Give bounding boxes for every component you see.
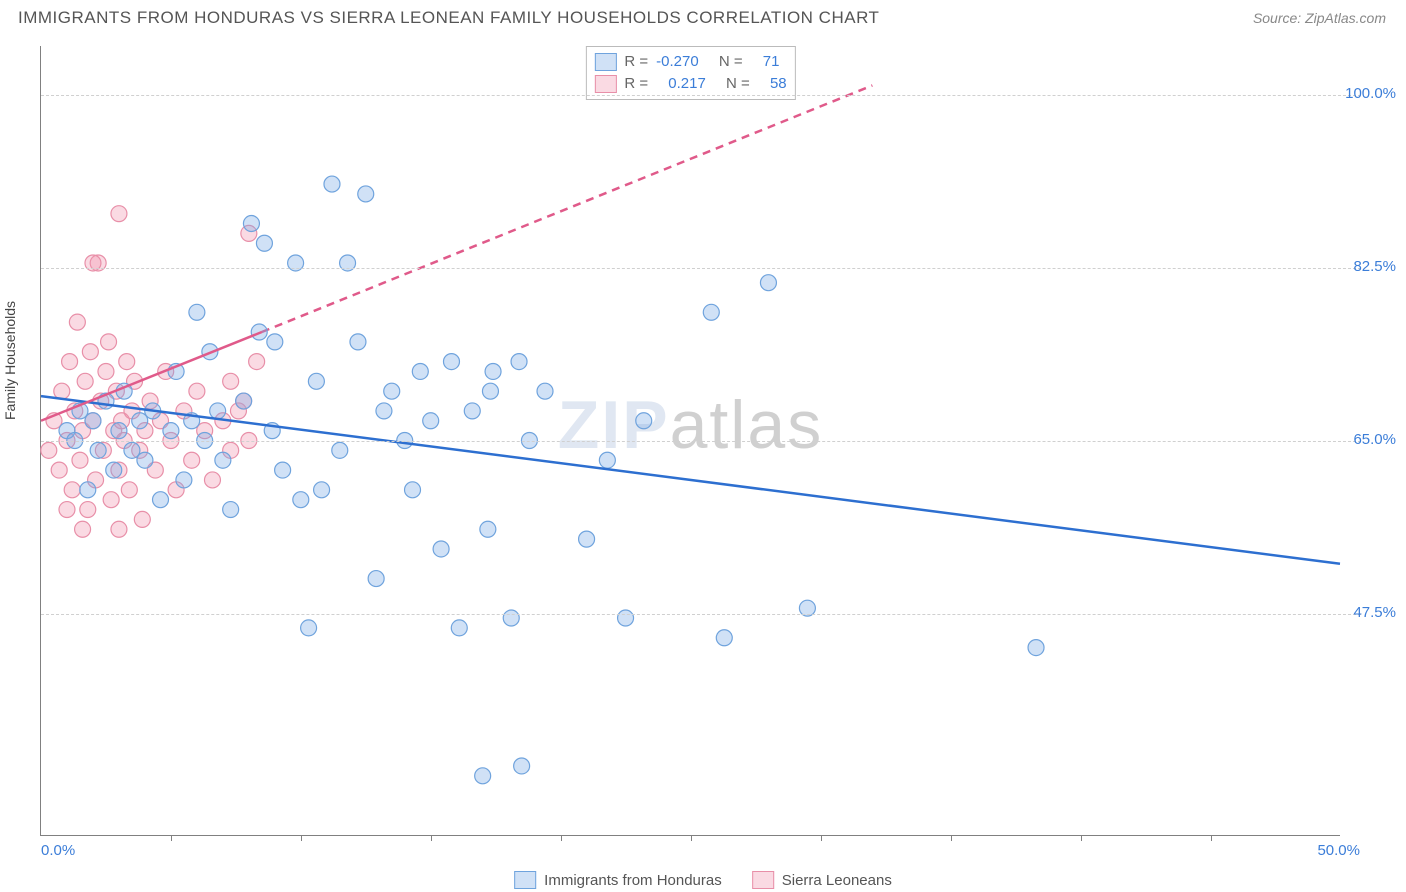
x-axis-max-label: 50.0%	[1317, 842, 1360, 859]
y-tick-label: 65.0%	[1353, 431, 1396, 448]
series-legend: Immigrants from Honduras Sierra Leoneans	[514, 871, 892, 889]
n-label: N =	[719, 51, 743, 73]
source-label: Source: ZipAtlas.com	[1253, 10, 1386, 26]
swatch-pink-icon	[752, 871, 774, 889]
y-tick-label: 47.5%	[1353, 604, 1396, 621]
y-tick-label: 82.5%	[1353, 258, 1396, 275]
r-label: R =	[624, 51, 648, 73]
n-value-blue: 71	[763, 51, 780, 73]
swatch-blue-icon	[594, 53, 616, 71]
r-value-pink: 0.217	[668, 73, 706, 95]
legend-label-blue: Immigrants from Honduras	[544, 872, 722, 889]
plot-area: ZIPatlas R = -0.270 N = 71 R = 0.217 N =…	[40, 46, 1340, 836]
swatch-blue-icon	[514, 871, 536, 889]
legend-item-pink: Sierra Leoneans	[752, 871, 892, 889]
y-axis-label: Family Households	[2, 301, 18, 420]
chart-title: IMMIGRANTS FROM HONDURAS VS SIERRA LEONE…	[18, 8, 879, 28]
swatch-pink-icon	[594, 75, 616, 93]
x-axis-min-label: 0.0%	[41, 842, 75, 859]
legend-item-blue: Immigrants from Honduras	[514, 871, 722, 889]
legend-label-pink: Sierra Leoneans	[782, 872, 892, 889]
r-label: R =	[624, 73, 648, 95]
correlation-legend: R = -0.270 N = 71 R = 0.217 N = 58	[585, 46, 795, 100]
n-label: N =	[726, 73, 750, 95]
y-tick-label: 100.0%	[1345, 85, 1396, 102]
r-value-blue: -0.270	[656, 51, 699, 73]
correlation-row-pink: R = 0.217 N = 58	[594, 73, 786, 95]
n-value-pink: 58	[770, 73, 787, 95]
correlation-row-blue: R = -0.270 N = 71	[594, 51, 786, 73]
